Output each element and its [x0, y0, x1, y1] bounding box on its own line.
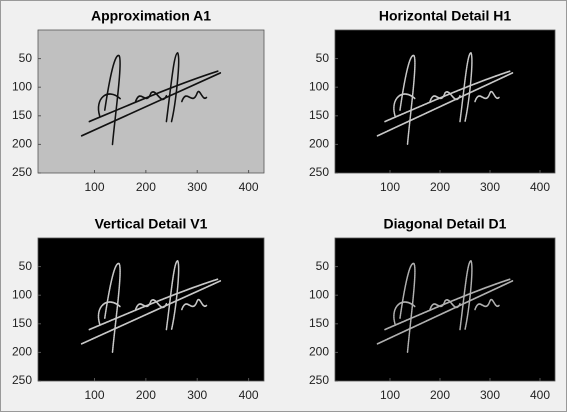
y-tick-label: 200: [12, 137, 32, 151]
x-tick-label: 400: [530, 388, 550, 402]
y-tick-label: 250: [12, 373, 32, 387]
image-background: [335, 30, 555, 173]
subplot: Approximation A1 50 100 150 200 250 100 200 300 4…: [12, 8, 265, 194]
x-tick-label: 100: [84, 180, 104, 194]
image-background: [38, 30, 264, 173]
x-tick-label: 100: [380, 388, 400, 402]
subplot-title: Approximation A1: [91, 8, 211, 24]
y-tick-label: 100: [12, 79, 32, 93]
subplot-title: Vertical Detail V1: [95, 216, 208, 232]
y-tick-label: 200: [309, 345, 329, 359]
y-tick-label: 150: [12, 316, 32, 330]
y-tick-label: 50: [316, 259, 330, 273]
subplot: Vertical Detail V1 50 100 150 200 250 100 200 30…: [12, 216, 265, 402]
y-tick-label: 200: [309, 137, 329, 151]
y-tick-label: 50: [19, 259, 33, 273]
x-tick-label: 100: [380, 180, 400, 194]
axes-frame: [334, 29, 556, 174]
y-tick-label: 250: [12, 165, 32, 179]
x-tick-label: 300: [187, 388, 207, 402]
y-tick-label: 150: [12, 108, 32, 122]
x-tick-label: 200: [430, 180, 450, 194]
image-background: [335, 238, 555, 381]
x-tick-label: 400: [239, 180, 259, 194]
x-tick-label: 300: [480, 388, 500, 402]
subplot-title: Diagonal Detail D1: [384, 216, 507, 232]
subplot-title: Horizontal Detail H1: [379, 8, 511, 24]
y-tick-label: 250: [309, 165, 329, 179]
image-background: [38, 238, 264, 381]
y-tick-label: 100: [309, 79, 329, 93]
x-tick-label: 400: [239, 388, 259, 402]
axes-frame: [334, 237, 556, 382]
x-tick-label: 400: [530, 180, 550, 194]
axes-frame: [37, 29, 265, 174]
x-tick-label: 200: [136, 388, 156, 402]
x-tick-label: 300: [480, 180, 500, 194]
y-tick-label: 250: [309, 373, 329, 387]
axes-frame: [37, 237, 265, 382]
x-tick-label: 200: [430, 388, 450, 402]
subplot: Horizontal Detail H1 50 100 150 200 250 100 200…: [309, 8, 556, 194]
y-tick-label: 50: [316, 51, 330, 65]
y-tick-label: 100: [309, 287, 329, 301]
x-tick-label: 300: [187, 180, 207, 194]
y-tick-label: 150: [309, 316, 329, 330]
subplot: Diagonal Detail D1 50 100 150 200 250 100 200 30…: [309, 216, 556, 402]
x-tick-label: 100: [84, 388, 104, 402]
y-tick-label: 50: [19, 51, 33, 65]
y-tick-label: 150: [309, 108, 329, 122]
y-tick-label: 200: [12, 345, 32, 359]
x-tick-label: 200: [136, 180, 156, 194]
y-tick-label: 100: [12, 287, 32, 301]
